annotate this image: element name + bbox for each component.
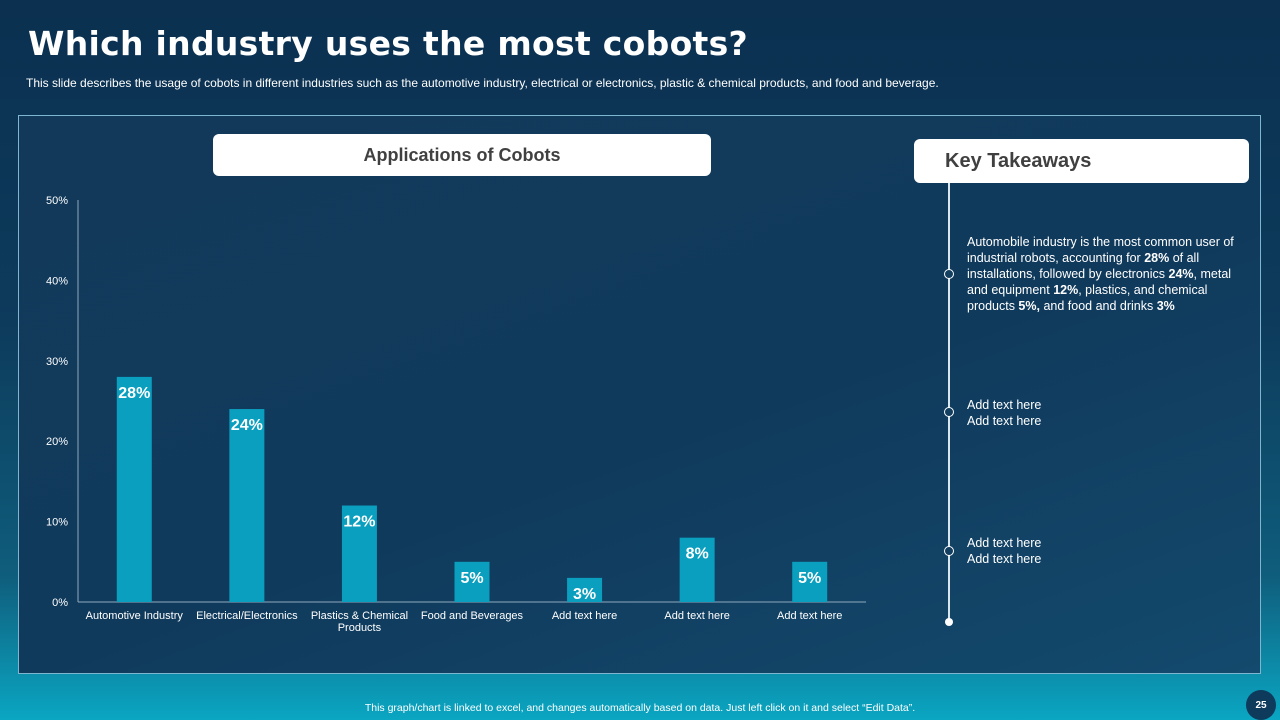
- data-label: 3%: [573, 586, 596, 603]
- y-tick-label: 20%: [46, 436, 68, 448]
- takeaway-1-text: , metal and equipment: [967, 267, 1232, 297]
- takeaway-2-line-1: Add text here: [967, 398, 1042, 412]
- x-tick-label: Add text here: [552, 610, 617, 622]
- takeaway-1-text: and food and drinks: [1039, 299, 1157, 313]
- takeaway-text-3: Add text here Add text here: [967, 535, 1247, 567]
- timeline-node-1: [944, 269, 954, 279]
- slide-title: Which industry uses the most cobots?: [28, 24, 748, 63]
- takeaway-1-text: of all installations, followed by electr…: [967, 251, 1200, 281]
- x-tick-label: Plastics & Chemical: [311, 610, 408, 622]
- bar: [454, 561, 490, 602]
- takeaway-1-highlight: 28%: [1144, 251, 1170, 265]
- takeaways-heading: Key Takeaways: [945, 149, 1092, 172]
- takeaway-1-highlight: 24%: [1168, 267, 1194, 281]
- data-label: 8%: [686, 546, 709, 563]
- timeline-line: [948, 183, 950, 622]
- takeaway-3-line-1: Add text here: [967, 536, 1042, 550]
- y-tick-label: 50%: [46, 195, 68, 207]
- bar: [341, 505, 377, 602]
- content-panel: [18, 115, 1261, 674]
- takeaway-1-text: Automobile industry is the most common u…: [967, 235, 1234, 265]
- slide-subtitle: This slide describes the usage of cobots…: [26, 76, 939, 90]
- bar: [792, 561, 828, 602]
- page-number: 25: [1246, 690, 1276, 720]
- data-label: 28%: [118, 385, 150, 402]
- bar: [679, 537, 715, 602]
- takeaways-header: Key Takeaways: [914, 139, 1249, 183]
- timeline-end-dot: [945, 618, 953, 626]
- x-tick-label: Add text here: [777, 610, 842, 622]
- takeaway-1-highlight: 3%: [1156, 299, 1175, 313]
- timeline-node-2: [944, 407, 954, 417]
- takeaway-3-line-2: Add text here: [967, 552, 1042, 566]
- x-tick-label: Automotive Industry: [86, 610, 184, 622]
- y-tick-label: 10%: [46, 517, 68, 529]
- takeaway-text-1: Automobile industry is the most common u…: [967, 234, 1247, 314]
- y-tick-label: 0%: [52, 597, 68, 609]
- takeaway-1-text: , plastics, and chemical products: [967, 283, 1208, 313]
- timeline-node-3: [944, 546, 954, 556]
- x-tick-label: Food and Beverages: [421, 610, 524, 622]
- x-tick-label: Add text here: [664, 610, 729, 622]
- data-label: 24%: [231, 417, 263, 434]
- takeaway-2-line-2: Add text here: [967, 414, 1042, 428]
- x-tick-label: Electrical/Electronics: [196, 610, 298, 622]
- chart-title-box: Applications of Cobots: [213, 134, 711, 176]
- y-tick-label: 40%: [46, 275, 68, 287]
- bar: [229, 409, 265, 602]
- chart-title: Applications of Cobots: [363, 144, 561, 165]
- bar: [567, 577, 603, 602]
- bar-chart: 0% 10% 20% 30% 40% 50% 28% Automotive Industry 2…: [46, 195, 866, 634]
- data-label: 5%: [460, 570, 483, 587]
- y-tick-label: 30%: [46, 356, 68, 368]
- takeaway-text-2: Add text here Add text here: [967, 397, 1247, 429]
- takeaway-1-highlight: 12%: [1053, 283, 1079, 297]
- x-tick-label: Products: [338, 622, 382, 634]
- footer-note: This graph/chart is linked to excel, and…: [364, 702, 916, 714]
- bar: [116, 376, 152, 602]
- takeaway-1-highlight: 5%,: [1018, 299, 1040, 313]
- data-label: 12%: [343, 514, 375, 531]
- data-label: 5%: [798, 570, 821, 587]
